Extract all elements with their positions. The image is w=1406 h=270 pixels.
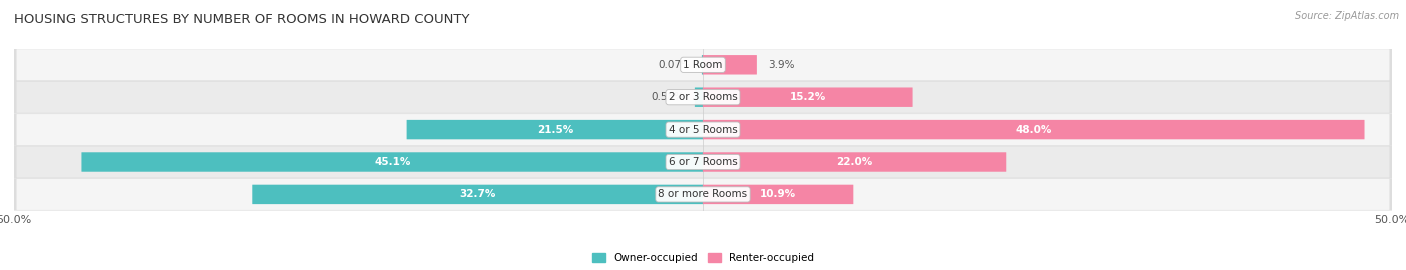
FancyBboxPatch shape — [703, 120, 1364, 139]
Text: 10.9%: 10.9% — [761, 189, 796, 200]
FancyBboxPatch shape — [17, 49, 1389, 80]
FancyBboxPatch shape — [406, 120, 703, 139]
Legend: Owner-occupied, Renter-occupied: Owner-occupied, Renter-occupied — [588, 249, 818, 267]
FancyBboxPatch shape — [17, 179, 1389, 210]
Text: Source: ZipAtlas.com: Source: ZipAtlas.com — [1295, 11, 1399, 21]
FancyBboxPatch shape — [703, 87, 912, 107]
FancyBboxPatch shape — [14, 81, 1392, 113]
Text: 32.7%: 32.7% — [460, 189, 496, 200]
Text: 45.1%: 45.1% — [374, 157, 411, 167]
Text: 22.0%: 22.0% — [837, 157, 873, 167]
Text: 0.07%: 0.07% — [658, 60, 690, 70]
Text: 15.2%: 15.2% — [790, 92, 825, 102]
FancyBboxPatch shape — [695, 87, 703, 107]
Text: 8 or more Rooms: 8 or more Rooms — [658, 189, 748, 200]
Text: 6 or 7 Rooms: 6 or 7 Rooms — [669, 157, 737, 167]
Text: 21.5%: 21.5% — [537, 124, 574, 135]
FancyBboxPatch shape — [17, 114, 1389, 145]
FancyBboxPatch shape — [14, 178, 1392, 211]
FancyBboxPatch shape — [252, 185, 703, 204]
Text: 48.0%: 48.0% — [1015, 124, 1052, 135]
FancyBboxPatch shape — [82, 152, 703, 172]
FancyBboxPatch shape — [14, 113, 1392, 146]
Text: 2 or 3 Rooms: 2 or 3 Rooms — [669, 92, 737, 102]
FancyBboxPatch shape — [703, 185, 853, 204]
FancyBboxPatch shape — [14, 49, 1392, 81]
Text: 0.58%: 0.58% — [651, 92, 683, 102]
FancyBboxPatch shape — [703, 55, 756, 75]
Text: 4 or 5 Rooms: 4 or 5 Rooms — [669, 124, 737, 135]
FancyBboxPatch shape — [703, 152, 1007, 172]
Text: 1 Room: 1 Room — [683, 60, 723, 70]
FancyBboxPatch shape — [14, 146, 1392, 178]
FancyBboxPatch shape — [17, 82, 1389, 113]
Text: 3.9%: 3.9% — [768, 60, 794, 70]
Text: HOUSING STRUCTURES BY NUMBER OF ROOMS IN HOWARD COUNTY: HOUSING STRUCTURES BY NUMBER OF ROOMS IN… — [14, 13, 470, 26]
FancyBboxPatch shape — [17, 146, 1389, 178]
